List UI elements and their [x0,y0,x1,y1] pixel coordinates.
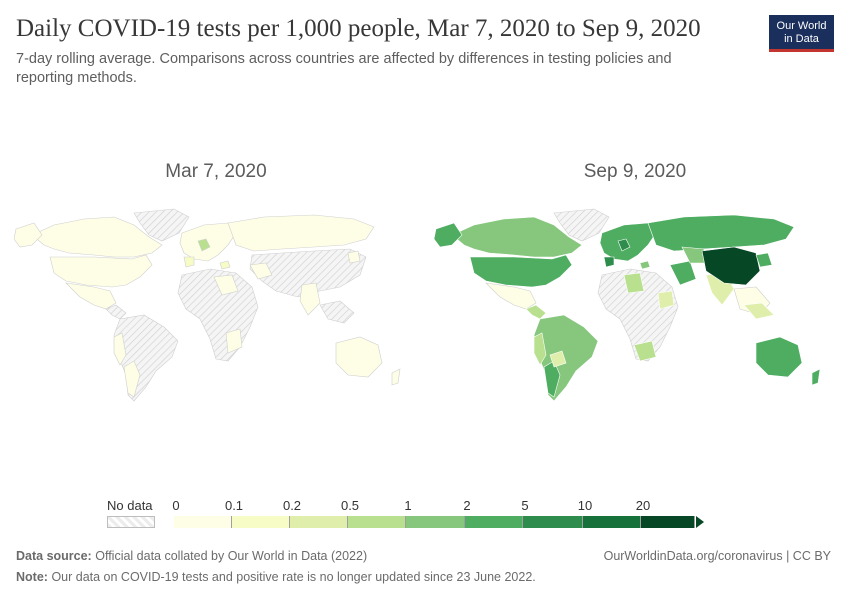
legend-tick: 2 [463,498,471,513]
data-source: Data source: Official data collated by O… [16,549,367,563]
world-map-sep-9[interactable] [434,205,834,405]
legend-tick: 20 [635,498,651,513]
note: Note: Our data on COVID-19 tests and pos… [16,570,536,584]
legend-tick: 5 [521,498,529,513]
map-title-mar-7: Mar 7, 2020 [165,161,267,182]
legend-color-scale[interactable] [174,516,695,528]
legend-no-data-label: No data [107,498,153,513]
legend-no-data-swatch[interactable] [107,516,155,528]
legend-bin[interactable] [465,516,523,528]
legend-tick: 10 [577,498,593,513]
legend-bin[interactable] [348,516,406,528]
note-label: Note: [16,570,48,584]
legend-tick: 0.5 [340,498,360,513]
legend-tick: 0.1 [224,498,244,513]
legend-tick: 1 [404,498,412,513]
data-source-text: Official data collated by Our World in D… [95,549,368,563]
legend-bin[interactable] [641,516,695,528]
legend-bin[interactable] [523,516,583,528]
chart-title: Daily COVID-19 tests per 1,000 people, M… [16,15,701,42]
note-text: Our data on COVID-19 tests and positive … [51,570,536,584]
legend-tick: 0.2 [282,498,302,513]
logo-line-2: in Data [784,33,819,45]
legend-bin[interactable] [290,516,348,528]
chart-subtitle: 7-day rolling average. Comparisons acros… [16,51,672,86]
logo-line-1: Our World [776,20,827,32]
legend-bin[interactable] [174,516,232,528]
legend-bin[interactable] [583,516,641,528]
world-map-mar-7[interactable] [14,205,414,405]
legend-arrow [696,516,704,528]
legend-bin[interactable] [232,516,290,528]
map-title-sep-9: Sep 9, 2020 [583,161,687,182]
owid-logo[interactable]: Our World in Data [769,15,834,52]
data-source-label: Data source: [16,549,92,563]
legend-tick: 0 [172,498,180,513]
source-link[interactable]: OurWorldinData.org/coronavirus | CC BY [603,549,831,563]
legend-bin[interactable] [406,516,465,528]
